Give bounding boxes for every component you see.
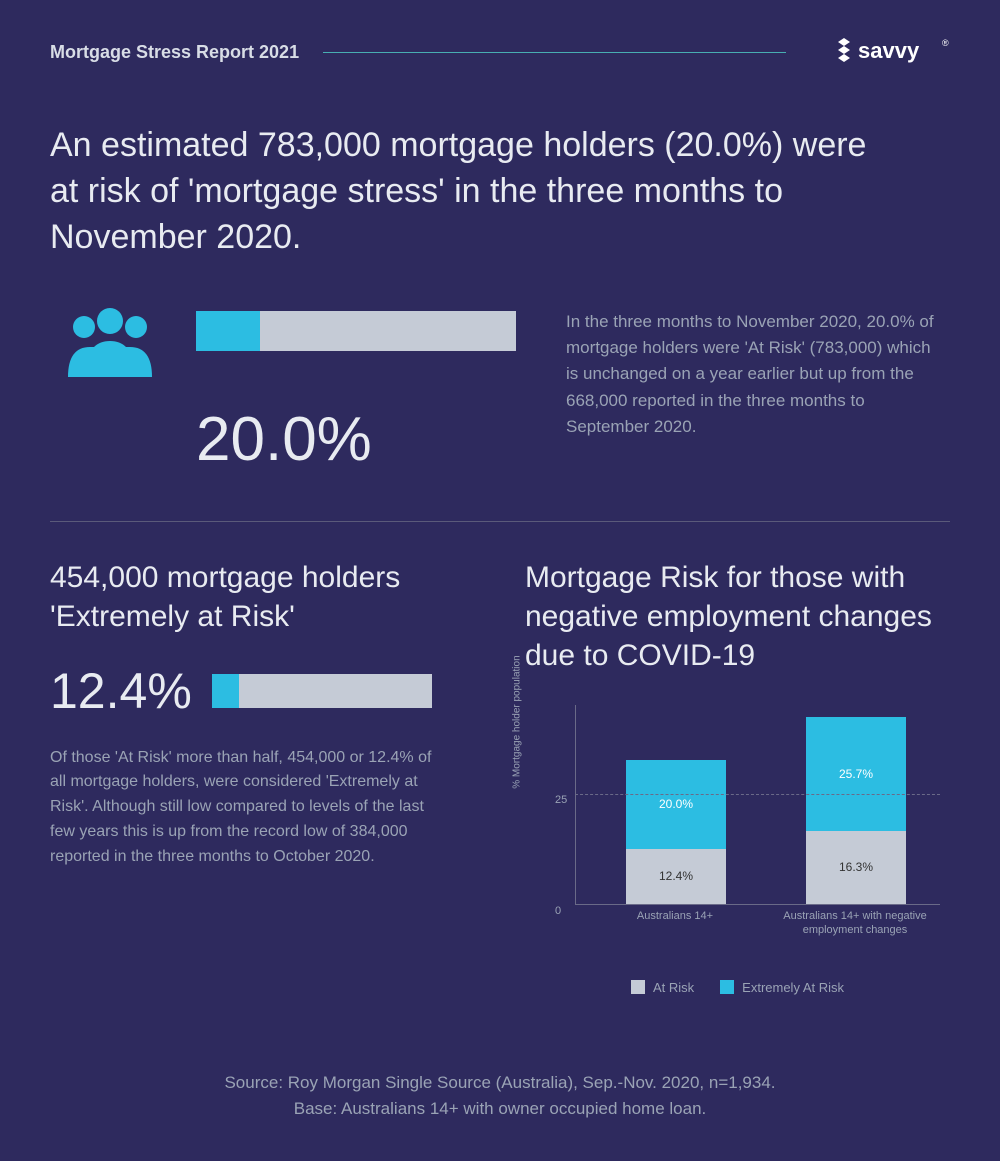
legend-label: At Risk <box>653 980 694 995</box>
stat-2-body: Of those 'At Risk' more than half, 454,0… <box>50 746 450 870</box>
chart-bar: 20.0%12.4% <box>626 760 726 904</box>
stat-2-progress-bar <box>212 674 432 708</box>
chart-block: Mortgage Risk for those with negative em… <box>525 558 950 995</box>
chart-bar-segment-top: 20.0% <box>626 760 726 849</box>
legend-item: Extremely At Risk <box>720 980 844 995</box>
legend-label: Extremely At Risk <box>742 980 844 995</box>
chart-bar-segment-top: 25.7% <box>806 717 906 831</box>
footer-line-1: Source: Roy Morgan Single Source (Austra… <box>0 1070 1000 1096</box>
brand-logo: savvy ® <box>830 32 950 73</box>
stat-2-progress-fill <box>212 674 239 708</box>
stat-1-progress-fill <box>196 311 260 351</box>
footer-line-2: Base: Australians 14+ with owner occupie… <box>0 1096 1000 1122</box>
stat-1-body: In the three months to November 2020, 20… <box>566 305 946 441</box>
legend-swatch <box>631 980 645 994</box>
stat-1-graphic: 20.0% <box>50 305 516 475</box>
legend-swatch <box>720 980 734 994</box>
people-group-icon <box>50 305 170 390</box>
page-header: Mortgage Stress Report 2021 savvy ® <box>0 0 1000 73</box>
bottom-section: 454,000 mortgage holders 'Extremely at R… <box>0 522 1000 995</box>
chart-x-label: Australians 14+ with negative employment… <box>780 909 930 938</box>
main-headline: An estimated 783,000 mortgage holders (2… <box>0 73 1000 261</box>
stat-1-progress-bar <box>196 311 516 351</box>
stat-2-percent: 12.4% <box>50 662 192 720</box>
chart-bar: 25.7%16.3% <box>806 717 906 904</box>
stat-1-percent: 20.0% <box>196 404 516 475</box>
source-footer: Source: Roy Morgan Single Source (Austra… <box>0 1070 1000 1121</box>
chart-y-axis-label: % Mortgage holder population <box>512 655 523 788</box>
chart-gridline <box>575 794 940 795</box>
chart-title: Mortgage Risk for those with negative em… <box>525 558 950 675</box>
chart-container: % Mortgage holder population 025 20.0%12… <box>525 705 950 995</box>
stat-block-2: 454,000 mortgage holders 'Extremely at R… <box>50 558 475 995</box>
chart-plot-area: 20.0%12.4% 25.7%16.3% <box>575 705 940 905</box>
chart-x-label: Australians 14+ <box>600 909 750 923</box>
svg-text:savvy: savvy <box>858 38 920 63</box>
legend-item: At Risk <box>631 980 694 995</box>
svg-text:®: ® <box>942 38 949 48</box>
chart-y-tick: 0 <box>555 905 561 917</box>
chart-bar-segment-bottom: 16.3% <box>806 831 906 903</box>
header-rule <box>323 52 786 53</box>
chart-bar-segment-bottom: 12.4% <box>626 849 726 904</box>
stat-block-1: 20.0% In the three months to November 20… <box>0 261 1000 475</box>
report-title: Mortgage Stress Report 2021 <box>50 42 299 63</box>
chart-y-tick: 25 <box>555 794 567 806</box>
stat-2-headline: 454,000 mortgage holders 'Extremely at R… <box>50 558 475 636</box>
chart-legend: At Risk Extremely At Risk <box>525 980 950 995</box>
